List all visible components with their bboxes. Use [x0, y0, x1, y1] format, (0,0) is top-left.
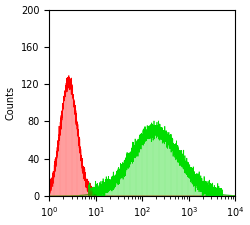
Y-axis label: Counts: Counts: [6, 86, 16, 120]
